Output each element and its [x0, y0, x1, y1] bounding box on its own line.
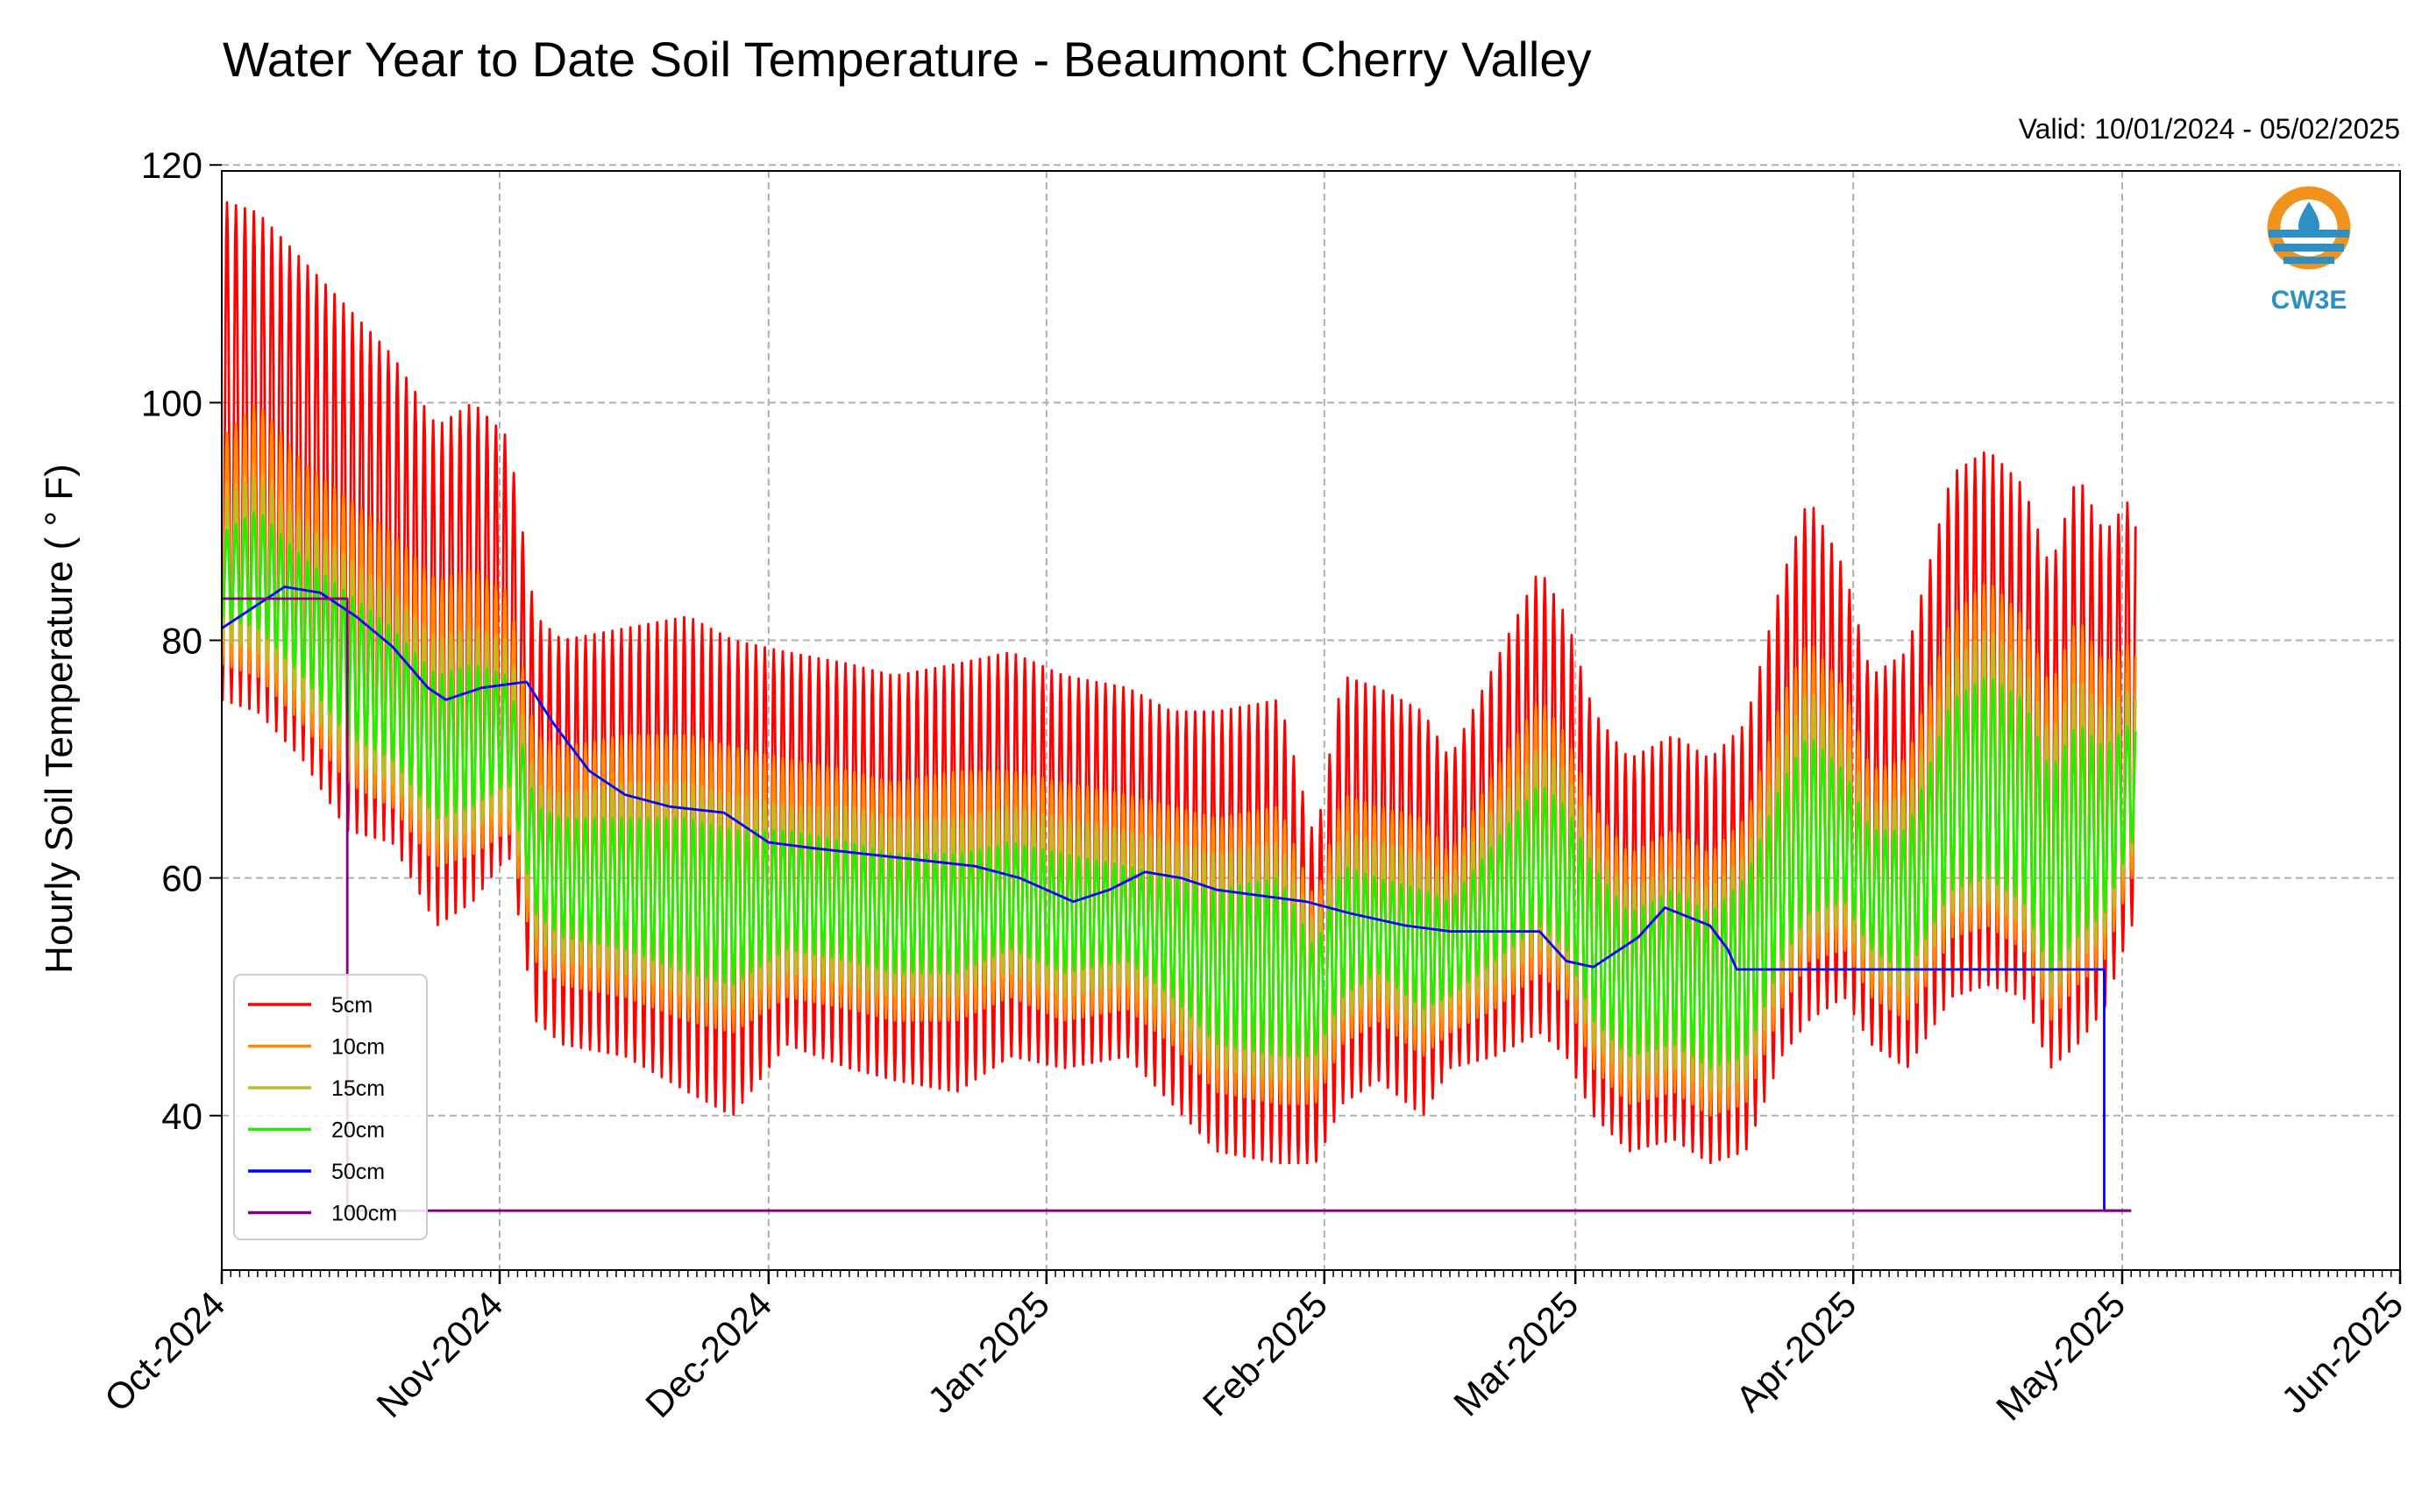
legend-label-100cm: 100cm — [331, 1202, 397, 1226]
legend-box — [233, 974, 428, 1240]
x-tick-label: Feb-2025 — [1195, 1283, 1335, 1423]
y-tick-label: 60 — [161, 858, 202, 899]
legend-label-50cm: 50cm — [331, 1160, 385, 1184]
chart-subtitle: Valid: 10/01/2024 - 05/02/2025 — [2019, 113, 2400, 145]
x-tick-label: Jun-2025 — [2273, 1283, 2411, 1421]
series-line-50cm — [222, 586, 2132, 1212]
legend-label-5cm: 5cm — [331, 993, 373, 1018]
x-tick-label: Dec-2024 — [637, 1283, 779, 1425]
legend-label-20cm: 20cm — [331, 1118, 385, 1143]
chart-title: Water Year to Date Soil Temperature - Be… — [223, 32, 1592, 87]
legend-label-10cm: 10cm — [331, 1035, 385, 1060]
x-tick-label: Oct-2024 — [96, 1283, 232, 1419]
y-tick-label: 80 — [161, 620, 202, 661]
x-minor-ticks — [221, 1270, 2401, 1277]
logo-water-band-2 — [2274, 244, 2344, 252]
series-line-5cm — [222, 201, 2137, 1165]
x-tick-label: May-2025 — [1988, 1283, 2133, 1428]
x-tick-label: Mar-2025 — [1445, 1283, 1586, 1423]
y-tick-label: 100 — [141, 382, 202, 423]
water-drop-icon — [2298, 202, 2319, 237]
y-axis: 40 60 80 100 120 — [141, 145, 222, 1137]
series-line-100cm — [222, 597, 2132, 1212]
cw3e-logo: CW3E — [2267, 186, 2351, 315]
logo-water-band-3 — [2283, 257, 2334, 264]
x-tick-label: Jan-2025 — [920, 1283, 1057, 1421]
grid-lines — [221, 164, 2401, 1270]
logo-text: CW3E — [2271, 286, 2347, 315]
x-axis: Oct-2024 Nov-2024 Dec-2024 Jan-2025 Feb-2025… — [96, 1270, 2411, 1428]
y-tick-label: 40 — [161, 1096, 202, 1137]
x-tick-label: Apr-2025 — [1728, 1283, 1864, 1419]
y-axis-label: Hourly Soil Temperature ( ° F) — [38, 464, 81, 974]
series-line-20cm — [222, 510, 2137, 1069]
plot-frame — [221, 170, 2401, 1271]
x-tick-label: Nov-2024 — [368, 1283, 510, 1425]
legend: 5cm 10cm 15cm 20cm 50cm 100cm — [233, 974, 428, 1240]
y-tick-label: 120 — [141, 145, 202, 186]
series-lines — [222, 201, 2137, 1212]
legend-label-15cm: 15cm — [331, 1076, 385, 1101]
